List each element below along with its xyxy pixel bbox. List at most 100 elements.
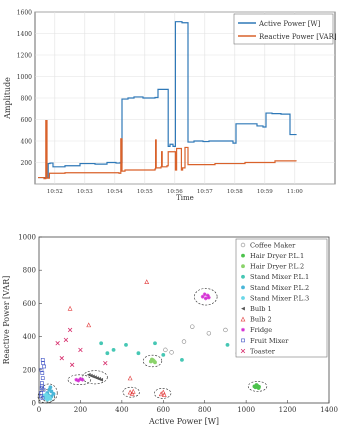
cluster-ellipse (194, 288, 218, 306)
top-y-ticks: 200 400 600 800 1000 1200 1400 1600 (17, 10, 32, 168)
cluster-ellipse (142, 354, 163, 368)
point-fruit-mixer (39, 386, 44, 390)
top-x-ticks: 10:52 10:53 10:54 10:55 10:56 10:57 10:58 10:59… (47, 189, 303, 195)
bottom-y-tick-label: 0 (32, 400, 36, 408)
point-fruit-mixer (40, 381, 44, 385)
bottom-y-tick-label: 800 (23, 267, 36, 275)
top-y-tick-label: 1400 (17, 31, 32, 38)
cluster-ellipse (37, 389, 55, 404)
top-series (38, 21, 297, 180)
cluster-ellipse (154, 388, 172, 399)
top-y-tick-label: 1200 (17, 53, 32, 60)
bottom-legend-box (235, 238, 328, 358)
legend-label-bulb-1: Bulb 1 (250, 305, 272, 313)
cluster-ellipse (67, 374, 92, 386)
bottom-y-tick-label: 600 (23, 300, 36, 308)
point-stand-mixer-p-l-1 (180, 357, 184, 362)
point-stand-mixer-p-l-2 (48, 385, 53, 390)
cluster-ellipse (247, 381, 268, 392)
legend-label-fridge: Fridge (250, 326, 272, 334)
legend-marker-bulb-2 (240, 316, 246, 322)
cluster-ellipse (82, 370, 108, 385)
point-toaster (55, 341, 60, 346)
legend-label-bulb-2: Bulb 2 (250, 316, 272, 324)
legend-marker-stand-mixer-p-l-3 (241, 296, 245, 300)
legend-label-active: Active Power [W] (258, 20, 321, 28)
legend-marker-hair-dryer-p-l-2 (241, 264, 245, 269)
point-bulb-2 (127, 389, 133, 395)
top-legend: Active Power [W] Reactive Power [VAR] (233, 13, 337, 45)
point-toaster (69, 362, 75, 368)
point-bulb-2 (161, 392, 167, 397)
bottom-x-tick-label: 1400 (320, 406, 338, 414)
point-fruit-mixer (42, 364, 46, 369)
point-bulb-2 (130, 388, 136, 394)
bottom-legend: Coffee Maker Hair Dryer P.L.1 Hair Dryer P… (235, 238, 328, 358)
top-x-tick-label: 10:57 (197, 189, 213, 195)
top-x-tick-label: 10:54 (107, 189, 123, 195)
point-bulb-2 (127, 375, 133, 381)
point-hair-dryer-p-l-1 (252, 384, 257, 389)
point-bulb-1 (99, 377, 104, 382)
bottom-x-ticks: 0 200 400 600 800 1000 1200 1400 (37, 400, 338, 414)
legend-marker-stand-mixer-p-l-1 (241, 274, 245, 279)
top-legend-box (233, 13, 334, 45)
point-coffee-maker (223, 327, 228, 333)
point-stand-mixer-p-l-1 (225, 343, 230, 347)
point-fridge (205, 293, 210, 298)
legend-marker-stand-mixer-p-l-2 (241, 285, 245, 290)
point-hair-dryer-p-l-2 (152, 359, 156, 364)
point-bulb-1 (97, 377, 101, 381)
legend-label-coffee-maker: Coffee Maker (250, 241, 296, 249)
point-toaster (59, 355, 64, 361)
point-stand-mixer-p-l-1 (111, 347, 116, 352)
point-stand-mixer-p-l-3 (46, 394, 51, 399)
legend-label-stand-mixer-p-l-2: Stand Mixer P.L.2 (250, 284, 309, 292)
point-stand-mixer-p-l-1 (161, 352, 166, 357)
point-fridge (203, 296, 208, 301)
top-x-tick-label: 11:00 (287, 189, 303, 195)
bottom-x-tick-label: 200 (74, 406, 87, 414)
point-fruit-mixer (40, 396, 45, 400)
bottom-x-tick-label: 800 (198, 406, 211, 414)
point-fruit-mixer (40, 371, 45, 375)
series-line-reactive-power (38, 119, 297, 180)
top-y-tick-label: 600 (21, 117, 33, 124)
legend-marker-fruit-mixer (241, 338, 245, 343)
top-x-tick-label: 10:58 (227, 189, 243, 195)
point-fridge (76, 378, 81, 383)
point-bulb-1 (88, 373, 93, 378)
top-y-tick-label: 1000 (17, 74, 32, 81)
point-stand-mixer-p-l-3 (45, 397, 50, 402)
legend-label-hair-dryer-p-l-2: Hair Dryer P.L.2 (250, 263, 304, 271)
top-y-tick-label: 800 (21, 96, 33, 103)
legend-label-stand-mixer-p-l-3: Stand Mixer P.L.3 (250, 294, 309, 302)
point-stand-mixer-p-l-1 (153, 341, 157, 346)
top-x-tick-label: 10:59 (257, 189, 273, 195)
bottom-y-tick-label: 400 (23, 333, 36, 341)
bottom-y-tick-label: 200 (23, 366, 36, 374)
point-toaster (103, 360, 108, 366)
bottom-x-tick-label: 1000 (237, 406, 255, 414)
bottom-x-tick-label: 0 (37, 406, 41, 414)
point-fridge (74, 377, 79, 382)
top-x-axis-label: Time (176, 194, 194, 202)
legend-marker-hair-dryer-p-l-1 (241, 253, 245, 258)
point-bulb-2 (86, 322, 92, 328)
point-fridge (202, 292, 207, 297)
point-fruit-mixer (40, 358, 45, 362)
top-y-axis-label: Amplitude (3, 77, 12, 120)
top-x-tick-label: 10:52 (47, 189, 63, 195)
legend-marker-toaster (240, 348, 246, 354)
bottom-y-ticks: 0 200 400 600 800 1000 (18, 234, 42, 408)
point-coffee-maker (206, 331, 212, 336)
legend-label-reactive: Reactive Power [VAR] (259, 33, 337, 41)
top-x-tick-label: 10:53 (77, 189, 93, 195)
point-fruit-mixer (40, 376, 45, 380)
point-stand-mixer-p-l-1 (105, 351, 110, 356)
point-toaster (78, 347, 83, 353)
series-line-active-power (38, 21, 297, 179)
point-fridge (78, 377, 83, 381)
legend-label-stand-mixer-p-l-1: Stand Mixer P.L.1 (250, 273, 309, 281)
